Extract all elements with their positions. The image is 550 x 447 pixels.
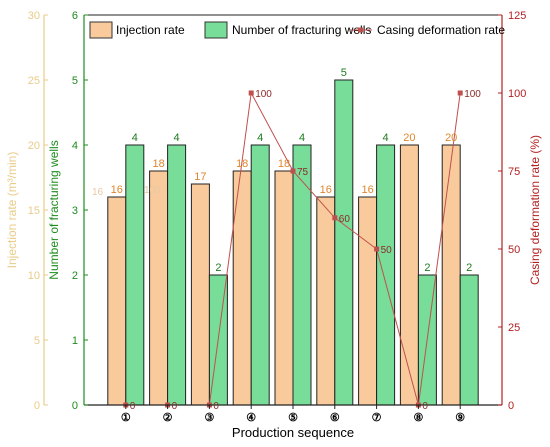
casing-deformation-data-label: 0	[422, 401, 428, 412]
casing-deformation-data-label: 50	[381, 245, 393, 256]
casing-tick-label: 125	[508, 10, 526, 22]
legend-swatch-wells	[204, 21, 228, 39]
casing-tick-label: 25	[508, 322, 520, 334]
legend-label-injection: Injection rate	[116, 23, 185, 37]
injection-tick-label: 5	[34, 335, 40, 347]
legend-label-wells: Number of fracturing wells	[232, 23, 371, 37]
injection-rate-bar	[149, 170, 169, 406]
x-axis-title: Production sequence	[232, 425, 354, 440]
x-tick-label: ①	[121, 412, 131, 424]
casing-tick-label: 75	[508, 166, 520, 178]
injection-rate-bar	[358, 196, 378, 406]
fracturing-wells-bar	[334, 79, 354, 406]
casing-deformation-data-label: 100	[255, 89, 272, 100]
x-tick-label: ⑥	[330, 412, 340, 424]
injection-tick-label: 10	[28, 270, 40, 282]
injection-rate-bar	[274, 170, 294, 406]
casing-deformation-point	[332, 215, 338, 221]
wells-tick-label: 0	[72, 400, 78, 412]
injection-rate-bar	[399, 144, 419, 406]
x-tick-label: ⑤	[288, 412, 298, 424]
fracturing-wells-bar	[459, 274, 479, 406]
wells-tick-label: 1	[72, 335, 78, 347]
injection-rate-bar	[441, 144, 461, 406]
injection-tick-label: 30	[28, 10, 40, 22]
fracturing-wells-bar	[125, 144, 145, 406]
injection-rate-data-label: 20	[403, 132, 415, 144]
fracturing-wells-data-label: 4	[174, 132, 180, 144]
injection-rate-bars	[107, 144, 461, 406]
ghost-annotation: 100	[144, 185, 161, 196]
casing-deformation-data-label: 75	[297, 167, 309, 178]
fracturing-wells-bar	[250, 144, 270, 406]
fracturing-wells-data-label: 4	[299, 132, 305, 144]
casing-deformation-point	[457, 90, 463, 96]
wells-tick-label: 5	[72, 75, 78, 87]
x-tick-label: ④	[246, 412, 256, 424]
legend: Injection rate Number of fracturing wells…	[89, 21, 505, 39]
injection-rate-data-label: 18	[152, 158, 164, 170]
casing-deformation-data-label: 100	[464, 89, 481, 100]
injection-rate-bar	[316, 196, 336, 406]
legend-label-casing: Casing deformation rate	[377, 23, 505, 37]
injection-rate-data-label: 18	[278, 158, 290, 170]
injection-rate-data-label: 20	[445, 132, 457, 144]
casing-tick-label: 100	[508, 88, 526, 100]
casing-deformation-point	[248, 90, 254, 96]
x-tick-label: ⑦	[372, 412, 382, 424]
x-tick-label: ⑧	[413, 412, 423, 424]
injection-rate-data-label: 16	[361, 184, 373, 196]
injection-rate-data-label: 16	[111, 184, 123, 196]
injection-axis-title: Injection rate (m³/min)	[5, 152, 19, 269]
legend-marker-casing	[358, 27, 363, 33]
ghost-annotation: 16	[92, 187, 104, 198]
injection-rate-bar	[107, 196, 127, 406]
fracturing-wells-bar	[292, 144, 312, 406]
casing-deformation-data-label: 0	[213, 401, 219, 412]
wells-tick-label: 2	[72, 270, 78, 282]
x-tick-label: ③	[204, 412, 214, 424]
fracturing-wells-bar	[376, 144, 396, 406]
injection-tick-label: 20	[28, 140, 40, 152]
casing-tick-label: 50	[508, 244, 520, 256]
wells-tick-label: 6	[72, 10, 78, 22]
wells-tick-label: 3	[72, 205, 78, 217]
casing-axis-title: Casing deformation rate (%)	[528, 135, 542, 285]
fracturing-wells-data-label: 2	[215, 262, 221, 274]
legend-swatch-injection	[89, 21, 113, 39]
fracturing-wells-data-label: 5	[341, 67, 347, 79]
wells-tick-label: 4	[72, 140, 78, 152]
injection-rate-data-label: 18	[236, 158, 248, 170]
fracturing-wells-data-label: 4	[132, 132, 138, 144]
fracturing-wells-data-label: 4	[383, 132, 389, 144]
injection-rate-bar	[190, 183, 210, 406]
x-tick-label: ②	[163, 412, 173, 424]
injection-rate-data-label: 17	[194, 171, 206, 183]
fracturing-wells-data-label: 2	[424, 262, 430, 274]
casing-deformation-data-label: 60	[339, 214, 351, 225]
casing-deformation-point	[374, 246, 380, 252]
casing-deformation-data-label: 0	[130, 401, 136, 412]
x-tick-label: ⑨	[455, 412, 465, 424]
casing-deformation-point	[290, 168, 296, 174]
injection-tick-label: 25	[28, 75, 40, 87]
fracturing-wells-bar	[167, 144, 187, 406]
casing-tick-label: 0	[508, 400, 514, 412]
injection-tick-label: 15	[28, 205, 40, 217]
injection-rate-data-label: 16	[320, 184, 332, 196]
wells-axis-title: Number of fracturing wells	[47, 140, 61, 279]
casing-deformation-data-label: 0	[172, 401, 178, 412]
fracturing-wells-data-label: 4	[257, 132, 263, 144]
injection-tick-label: 0	[34, 400, 40, 412]
fracturing-wells-data-label: 2	[466, 262, 472, 274]
